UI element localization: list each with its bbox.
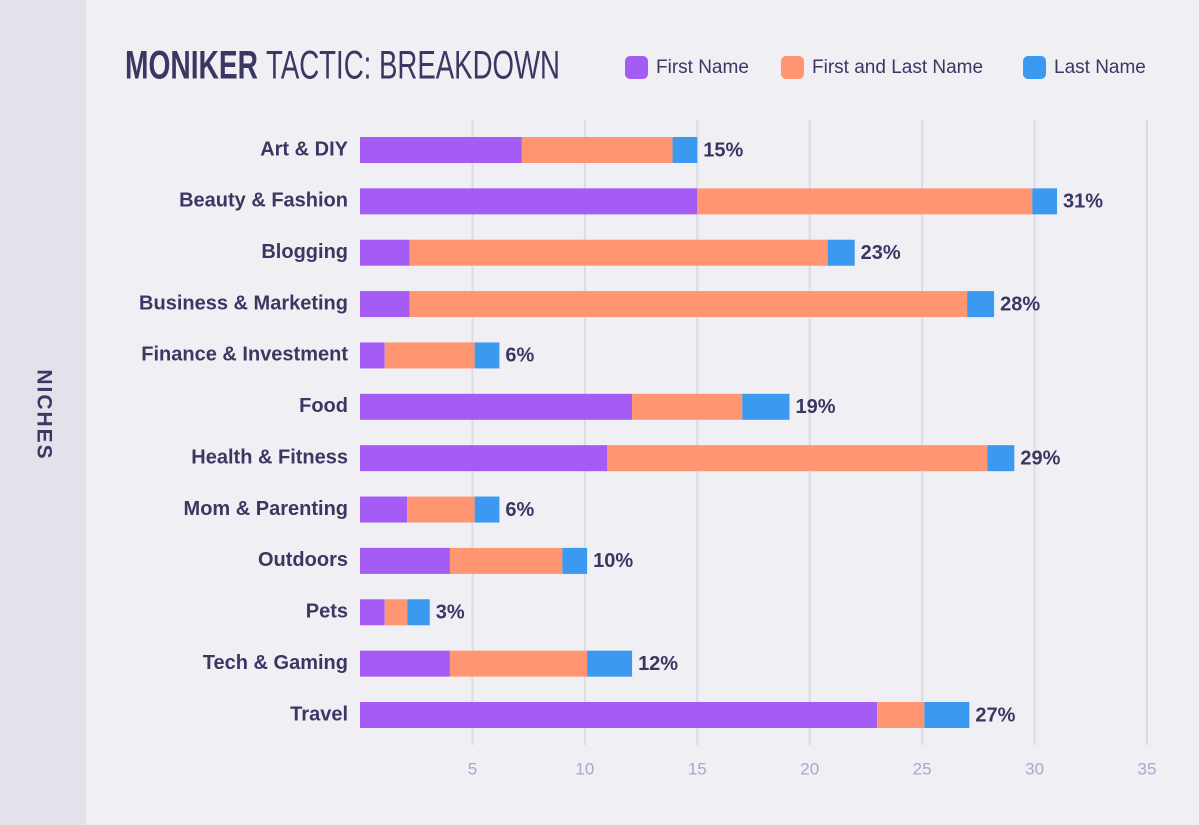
total-label: 6% xyxy=(505,499,534,521)
y-tick-label: Travel xyxy=(290,703,348,725)
legend-swatch xyxy=(781,56,804,79)
bar-segment xyxy=(521,137,673,163)
bar-segment xyxy=(384,342,475,369)
bar-segment xyxy=(360,342,385,369)
bar-segment xyxy=(474,496,500,523)
bar-segment xyxy=(407,599,430,626)
x-tick-label: 15 xyxy=(688,759,707,778)
bar-segment xyxy=(672,137,698,163)
y-tick-label: Business & Marketing xyxy=(139,292,348,314)
y-tick-label: Food xyxy=(299,395,348,417)
bar-segment xyxy=(449,547,563,574)
y-tick-label: Outdoors xyxy=(258,549,348,571)
total-label: 19% xyxy=(795,396,835,418)
bar-segment xyxy=(967,291,995,318)
y-tick-label: Art & DIY xyxy=(260,138,348,160)
bar-segment xyxy=(384,599,408,626)
legend-label: Last Name xyxy=(1054,57,1146,78)
bar-segment xyxy=(360,547,450,574)
sidebar xyxy=(0,0,86,825)
bar-segment xyxy=(360,291,410,318)
bar-segment xyxy=(360,239,410,266)
y-tick-label: Beauty & Fashion xyxy=(179,190,348,212)
total-label: 29% xyxy=(1020,447,1060,469)
bar-segment xyxy=(924,702,970,728)
bar-segment xyxy=(877,702,925,728)
x-tick-label: 30 xyxy=(1025,759,1044,778)
bar-segment xyxy=(474,342,500,369)
bar-segment xyxy=(360,650,450,677)
total-label: 10% xyxy=(593,550,633,572)
bar-segment xyxy=(360,702,878,728)
bar-segment xyxy=(742,393,790,420)
total-label: 15% xyxy=(703,139,743,161)
y-tick-label: Pets xyxy=(306,601,348,623)
bar-segment xyxy=(360,188,698,215)
y-tick-label: Blogging xyxy=(261,241,348,263)
bar-segment xyxy=(360,445,608,472)
x-tick-label: 20 xyxy=(800,759,819,778)
y-tick-label: Mom & Parenting xyxy=(184,498,348,520)
bar-segment xyxy=(409,239,828,266)
bar-segment xyxy=(827,239,855,266)
total-label: 3% xyxy=(436,602,465,624)
bar-segment xyxy=(360,496,408,523)
y-tick-label: Finance & Investment xyxy=(141,344,348,366)
x-tick-label: 5 xyxy=(468,759,477,778)
y-tick-label: Health & Fitness xyxy=(191,446,348,468)
bar-segment xyxy=(562,547,588,574)
legend-swatch xyxy=(625,56,648,79)
y-axis-label: NICHES xyxy=(32,369,55,460)
bar-segment xyxy=(409,291,968,318)
chart-title: TACTIC: BREAKDOWN xyxy=(266,44,560,88)
bar-segment xyxy=(360,599,385,626)
y-tick-label: Tech & Gaming xyxy=(203,652,348,674)
total-label: 12% xyxy=(638,653,678,675)
legend-swatch xyxy=(1023,56,1046,79)
total-label: 27% xyxy=(975,704,1015,726)
total-label: 6% xyxy=(505,345,534,367)
bar-segment xyxy=(632,393,743,420)
bar-segment xyxy=(360,393,633,420)
chart-title-bold: MONIKER xyxy=(125,44,258,88)
legend-label: First Name xyxy=(656,57,749,78)
bar-segment xyxy=(360,137,522,163)
x-tick-label: 25 xyxy=(913,759,932,778)
x-tick-label: 10 xyxy=(575,759,594,778)
bar-segment xyxy=(587,650,633,677)
bar-segment xyxy=(1032,188,1058,215)
bar-segment xyxy=(697,188,1033,215)
total-label: 31% xyxy=(1063,191,1103,213)
legend-label: First and Last Name xyxy=(812,57,983,78)
bar-segment xyxy=(407,496,475,523)
bar-segment xyxy=(607,445,988,472)
total-label: 28% xyxy=(1000,293,1040,315)
bar-segment xyxy=(449,650,588,677)
x-tick-label: 35 xyxy=(1138,759,1157,778)
total-label: 23% xyxy=(861,242,901,264)
bar-segment xyxy=(987,445,1015,472)
